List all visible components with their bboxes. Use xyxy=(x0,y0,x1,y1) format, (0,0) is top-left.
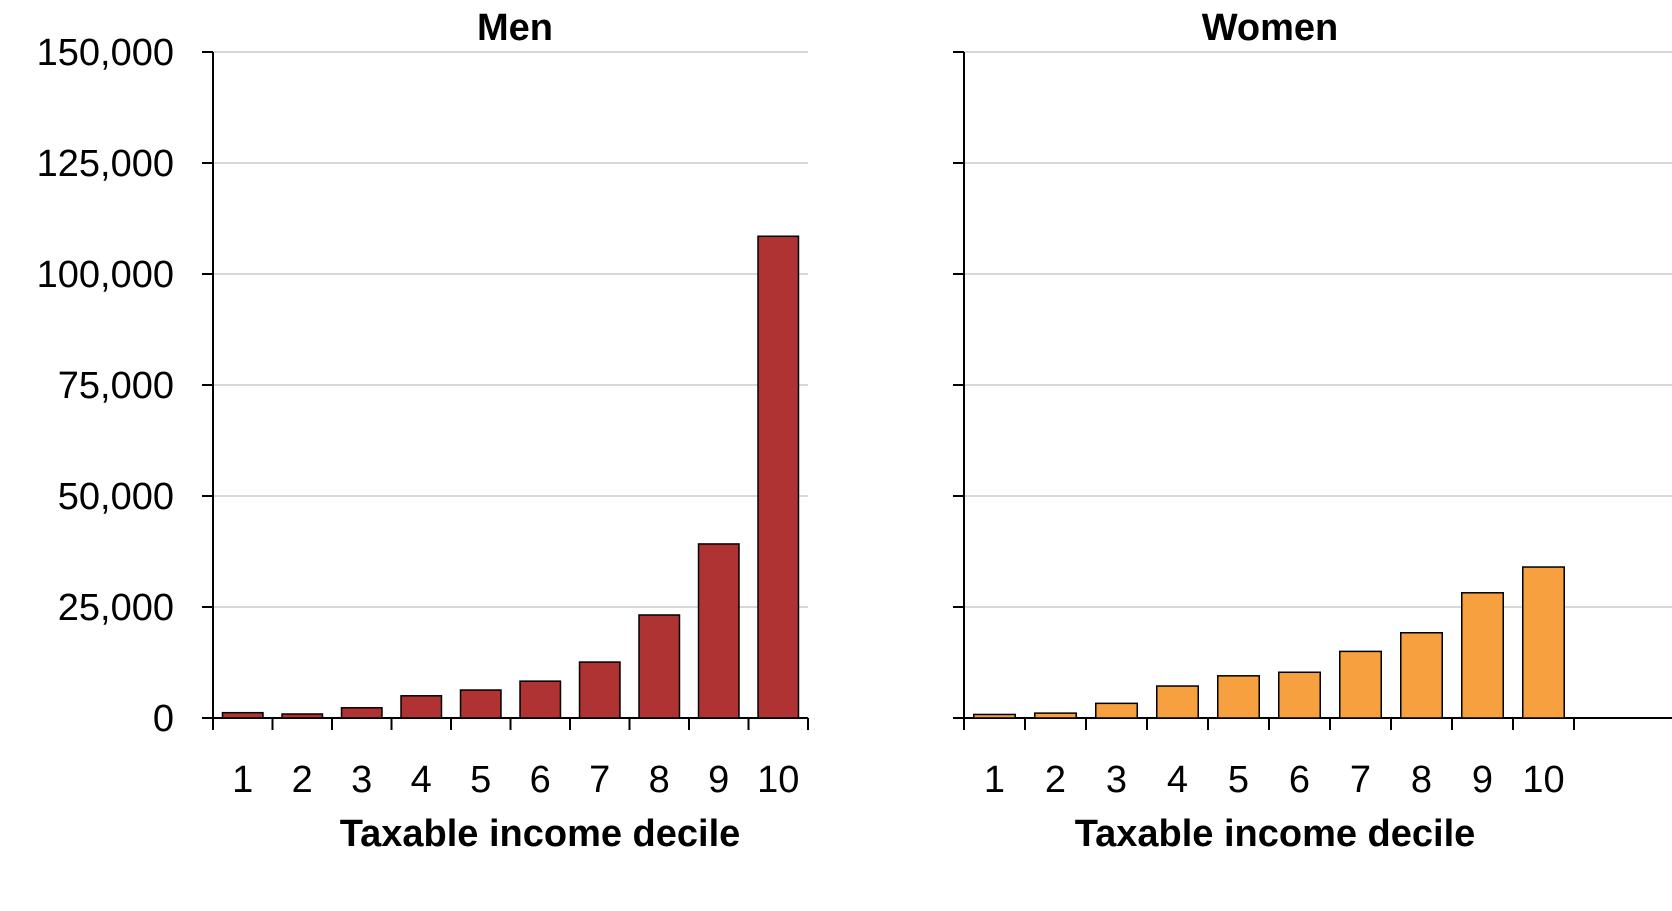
men-bar-decile-6 xyxy=(519,680,562,719)
women-bar-decile-3 xyxy=(1095,702,1138,719)
men-y-tick-label: 50,000 xyxy=(58,476,174,518)
men-y-tick-label: 0 xyxy=(153,698,174,740)
women-bar-decile-8 xyxy=(1400,632,1443,719)
men-bar-decile-9 xyxy=(697,543,740,719)
men-x-tick-label: 7 xyxy=(589,759,610,801)
women-x-tick-label: 10 xyxy=(1522,759,1564,801)
men-bar-decile-1 xyxy=(221,711,264,719)
men-bar-decile-5 xyxy=(459,689,502,719)
men-x-axis-title: Taxable income decile xyxy=(340,813,741,855)
men-x-tick-label: 2 xyxy=(292,759,313,801)
men-x-tick-label: 4 xyxy=(411,759,432,801)
women-x-tick-label: 2 xyxy=(1045,759,1066,801)
men-y-tick-label: 75,000 xyxy=(58,365,174,407)
women-x-tick-label: 1 xyxy=(984,759,1005,801)
women-bar-decile-4 xyxy=(1156,685,1199,719)
men-x-tick-label: 5 xyxy=(470,759,491,801)
women-x-axis-title: Taxable income decile xyxy=(1075,813,1476,855)
women-x-tick-label: 5 xyxy=(1228,759,1249,801)
men-x-tick-label: 6 xyxy=(530,759,551,801)
men-y-tick-label: 150,000 xyxy=(37,32,174,74)
men-bar-decile-10 xyxy=(757,235,800,719)
men-bar-decile-4 xyxy=(400,695,443,719)
men-x-tick-label: 10 xyxy=(757,759,799,801)
men-x-tick-label: 3 xyxy=(351,759,372,801)
women-x-tick-label: 9 xyxy=(1472,759,1493,801)
women-x-tick-label: 8 xyxy=(1411,759,1432,801)
men-bar-decile-2 xyxy=(281,713,324,719)
women-x-tick-label: 6 xyxy=(1289,759,1310,801)
men-x-tick-label: 1 xyxy=(232,759,253,801)
women-bar-decile-10 xyxy=(1522,566,1565,719)
men-panel-title: Men xyxy=(477,7,553,49)
women-bar-decile-9 xyxy=(1461,592,1504,719)
women-panel-title: Women xyxy=(1202,7,1339,49)
men-x-tick-label: 8 xyxy=(649,759,670,801)
women-bar-decile-1 xyxy=(973,713,1016,719)
women-bar-decile-6 xyxy=(1278,671,1321,719)
women-x-tick-label: 3 xyxy=(1106,759,1127,801)
men-bar-decile-7 xyxy=(578,661,621,719)
men-y-tick-label: 100,000 xyxy=(37,254,174,296)
women-bar-decile-2 xyxy=(1034,712,1077,719)
women-x-tick-label: 4 xyxy=(1167,759,1188,801)
men-bar-decile-8 xyxy=(638,614,681,719)
men-y-tick-label: 25,000 xyxy=(58,587,174,629)
women-bar-decile-5 xyxy=(1217,675,1260,719)
men-bar-decile-3 xyxy=(340,707,383,719)
men-x-tick-label: 9 xyxy=(708,759,729,801)
women-bar-decile-7 xyxy=(1339,650,1382,719)
men-y-tick-label: 125,000 xyxy=(37,143,174,185)
women-x-tick-label: 7 xyxy=(1350,759,1371,801)
